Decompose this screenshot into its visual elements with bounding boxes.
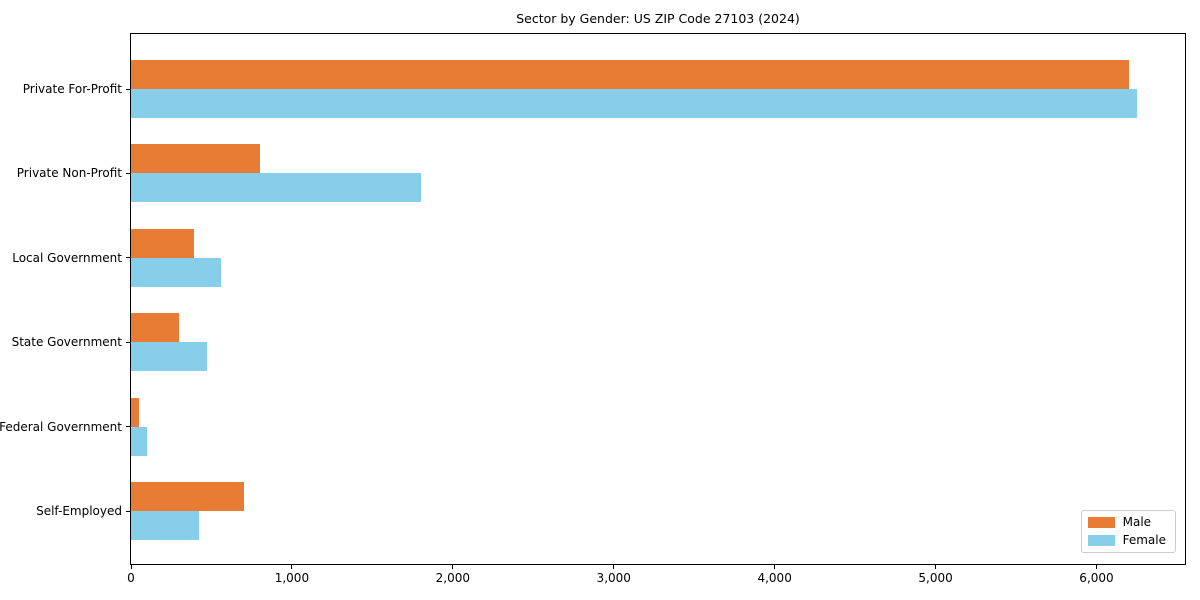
x-tick-label-4000: 4,000 (757, 571, 792, 585)
legend: Male Female (1080, 510, 1176, 553)
y-tick-label-private-for-profit: Private For-Profit (22, 82, 122, 96)
y-tick-label-private-non-profit: Private Non-Profit (16, 166, 122, 181)
y-tick-private-non-profit (126, 172, 130, 174)
bar-female-local-government (131, 257, 222, 287)
y-tick-state-government (126, 341, 130, 343)
bar-male-self-employed (131, 482, 244, 511)
legend-swatch-male (1087, 517, 1115, 528)
x-tick-label-6000: 6,000 (1079, 571, 1114, 585)
chart-title: Sector by Gender: US ZIP Code 27103 (202… (516, 11, 800, 26)
y-tick-local-government (126, 257, 130, 259)
x-tick-0 (130, 565, 132, 569)
x-tick-6000 (1095, 565, 1097, 569)
bar-male-state-government (131, 313, 180, 343)
y-tick-label-self-employed: Self-Employed (36, 504, 122, 518)
y-tick-federal-government (126, 426, 130, 428)
x-tick-1000 (291, 565, 293, 569)
bar-female-self-employed (131, 511, 199, 540)
x-tick-label-1000: 1,000 (274, 571, 310, 585)
x-tick-3000 (613, 565, 615, 569)
bar-female-private-for-profit (131, 89, 1137, 118)
legend-label-female: Female (1122, 533, 1166, 547)
x-tick-4000 (774, 565, 776, 569)
y-tick-private-for-profit (126, 88, 130, 90)
bar-male-federal-government (131, 397, 140, 427)
bar-male-private-non-profit (131, 144, 260, 174)
legend-label-male: Male (1122, 515, 1152, 529)
plot-area: Male Female Private For-Profit Private No… (0, 33, 1186, 585)
y-tick-label-federal-government: Federal Government (0, 419, 122, 434)
x-tick-label-5000: 5,000 (918, 571, 953, 585)
legend-item-male: Male (1087, 515, 1166, 529)
bar-male-local-government (131, 228, 194, 258)
x-tick-5000 (935, 565, 937, 569)
bar-female-private-non-profit (131, 173, 421, 203)
x-tick-label-2000: 2,000 (435, 571, 471, 585)
legend-swatch-female (1087, 535, 1115, 546)
y-tick-label-local-government: Local Government (12, 250, 122, 265)
x-tick-2000 (452, 565, 454, 569)
y-tick-self-employed (126, 510, 130, 512)
bar-male-private-for-profit (131, 60, 1129, 89)
bar-female-state-government (131, 342, 207, 372)
legend-item-female: Female (1087, 533, 1166, 547)
bar-female-federal-government (131, 426, 148, 456)
x-tick-label-0: 0 (127, 571, 135, 585)
y-tick-label-state-government: State Government (11, 335, 122, 350)
x-tick-label-3000: 3,000 (596, 571, 631, 585)
